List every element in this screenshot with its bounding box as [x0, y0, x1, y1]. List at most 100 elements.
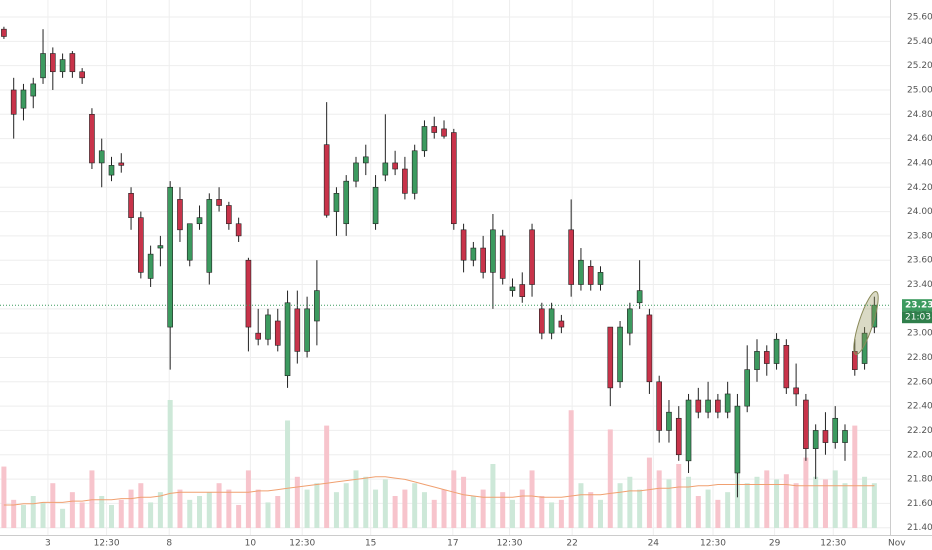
- candle-body: [441, 128, 447, 137]
- candle-body: [451, 132, 457, 225]
- volume-bar: [431, 499, 437, 528]
- candle-body: [646, 314, 653, 383]
- y-tick-label: 24.60: [907, 134, 932, 144]
- x-tick-label: 8: [166, 539, 172, 549]
- volume-bar: [197, 496, 203, 528]
- candle-body: [851, 351, 858, 370]
- volume-bar: [666, 479, 672, 528]
- volume-bar: [304, 489, 310, 528]
- y-tick-label: 24.40: [907, 158, 932, 168]
- y-tick-label: 22.20: [907, 426, 932, 436]
- x-tick-label: 12:30: [820, 539, 846, 549]
- y-tick-label: 25.20: [907, 61, 932, 71]
- y-tick-label: 21.80: [907, 475, 932, 485]
- candle-body: [196, 217, 203, 225]
- y-tick-label: 23.80: [907, 231, 932, 241]
- volume-bar: [539, 496, 545, 528]
- candle-body: [255, 332, 261, 340]
- volume-bar: [99, 496, 105, 528]
- y-tick-label: 22.40: [907, 402, 932, 412]
- volume-bar: [509, 499, 515, 528]
- volume-bar: [637, 489, 643, 528]
- volume-bar: [353, 470, 359, 528]
- volume-bar: [118, 499, 124, 528]
- volume-bar: [285, 420, 291, 528]
- volume-bar: [617, 483, 623, 528]
- candle-body: [108, 165, 115, 176]
- candle-body: [675, 417, 682, 456]
- candle-body: [460, 229, 467, 261]
- volume-bar: [549, 502, 555, 528]
- candle-body: [666, 411, 672, 431]
- volume-bar: [832, 470, 838, 528]
- volume-bar: [187, 499, 193, 528]
- candle-body: [128, 193, 134, 218]
- candle-body: [773, 338, 780, 364]
- volume-bar: [373, 489, 379, 528]
- candle-body: [783, 345, 790, 389]
- x-tick-label: 24: [648, 539, 660, 549]
- volume-bar: [676, 464, 682, 528]
- candle-body: [499, 235, 506, 279]
- last-time-label: 21:03: [905, 313, 931, 323]
- candle-body: [842, 430, 848, 443]
- candle-body: [402, 168, 408, 194]
- volume-bar: [177, 489, 183, 528]
- volume-bar: [744, 483, 750, 528]
- label-layer: 21.40 21.60 21.80 22.00 22.20 22.40 22.60 22.80…: [0, 13, 932, 549]
- volume-bar: [138, 483, 144, 528]
- x-tick-label: 22: [566, 539, 577, 549]
- volume-bar: [480, 489, 486, 528]
- x-tick-label: 12:30: [289, 539, 315, 549]
- candle-body: [822, 430, 829, 443]
- volume-bar: [715, 499, 721, 528]
- candle-body: [411, 150, 418, 194]
- volume-bar: [108, 504, 114, 528]
- volume-bar: [69, 492, 75, 528]
- volume-bar: [568, 410, 574, 528]
- y-tick-label: 25.60: [907, 13, 932, 23]
- candle-body: [812, 430, 819, 449]
- y-tick-label: 25.40: [907, 37, 932, 47]
- candle-body: [30, 83, 37, 97]
- x-tick-label: Nov: [888, 539, 906, 549]
- candle-body: [274, 320, 281, 346]
- volume-bar: [412, 483, 418, 528]
- candle-body: [89, 113, 95, 164]
- volume-bar: [686, 476, 692, 528]
- candle-body: [617, 326, 623, 383]
- volume-bar: [793, 483, 799, 528]
- candle-body: [382, 162, 389, 176]
- candle-body: [568, 229, 574, 285]
- volume-bar: [803, 457, 809, 528]
- candle-body: [226, 205, 232, 225]
- y-tick-label: 25.00: [907, 85, 932, 95]
- volume-bar: [40, 502, 46, 528]
- volume-bar: [294, 476, 300, 528]
- volume-bar: [363, 476, 369, 528]
- volume-bar: [813, 476, 819, 528]
- x-tick-label: 15: [365, 539, 376, 549]
- candle-body: [265, 314, 271, 340]
- candle-body: [333, 193, 340, 212]
- candle-body: [793, 387, 799, 395]
- candle-body: [235, 223, 242, 237]
- volume-bar: [529, 470, 535, 528]
- candle-body: [69, 53, 76, 73]
- candle-body: [734, 405, 741, 474]
- volume-bar: [226, 489, 232, 528]
- x-tick-label: 3: [45, 539, 51, 549]
- candle-body: [724, 393, 731, 413]
- candle-body: [157, 245, 164, 249]
- candle-body: [245, 259, 252, 328]
- candle-body: [431, 126, 438, 133]
- candle-body: [177, 199, 183, 231]
- candle-body: [10, 89, 17, 115]
- candle-body: [59, 59, 66, 73]
- volume-bar: [167, 400, 173, 528]
- volume-bar: [470, 496, 476, 528]
- volume-bar: [128, 489, 134, 528]
- candle-body: [284, 302, 291, 377]
- volume-bar: [764, 470, 770, 528]
